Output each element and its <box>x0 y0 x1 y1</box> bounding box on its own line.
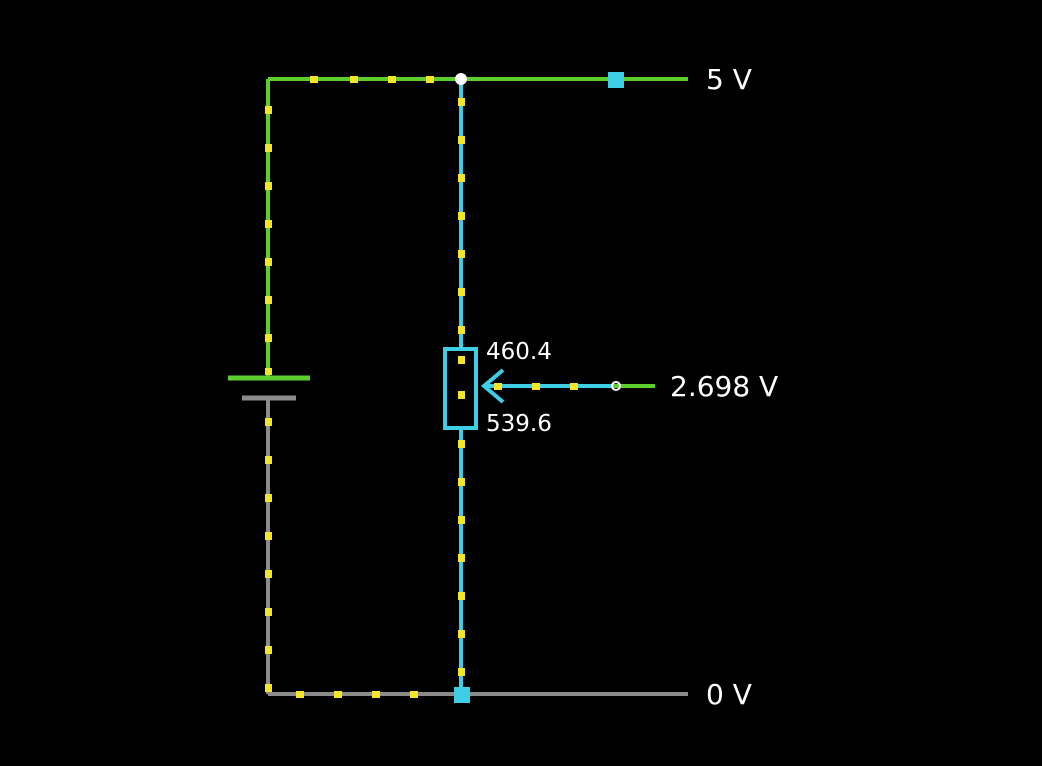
wiper-arrow-icon <box>480 368 614 404</box>
wiper-output-wire <box>611 381 655 391</box>
current-dots <box>265 76 578 698</box>
top-rail-voltage-label: 5 V <box>706 63 752 96</box>
potentiometer-icon <box>443 347 478 430</box>
top-rail-probe <box>608 72 624 88</box>
bottom-rail-voltage-label: 0 V <box>706 678 752 711</box>
pot-lower-resistance-label: 539.6 <box>486 411 552 437</box>
pot-upper-resistance-label: 460.4 <box>486 339 552 365</box>
battery-icon <box>228 375 310 401</box>
wiper-voltage-label: 2.698 V <box>670 370 778 403</box>
bottom-rail-probe <box>454 687 470 703</box>
top-junction-node <box>455 73 467 85</box>
